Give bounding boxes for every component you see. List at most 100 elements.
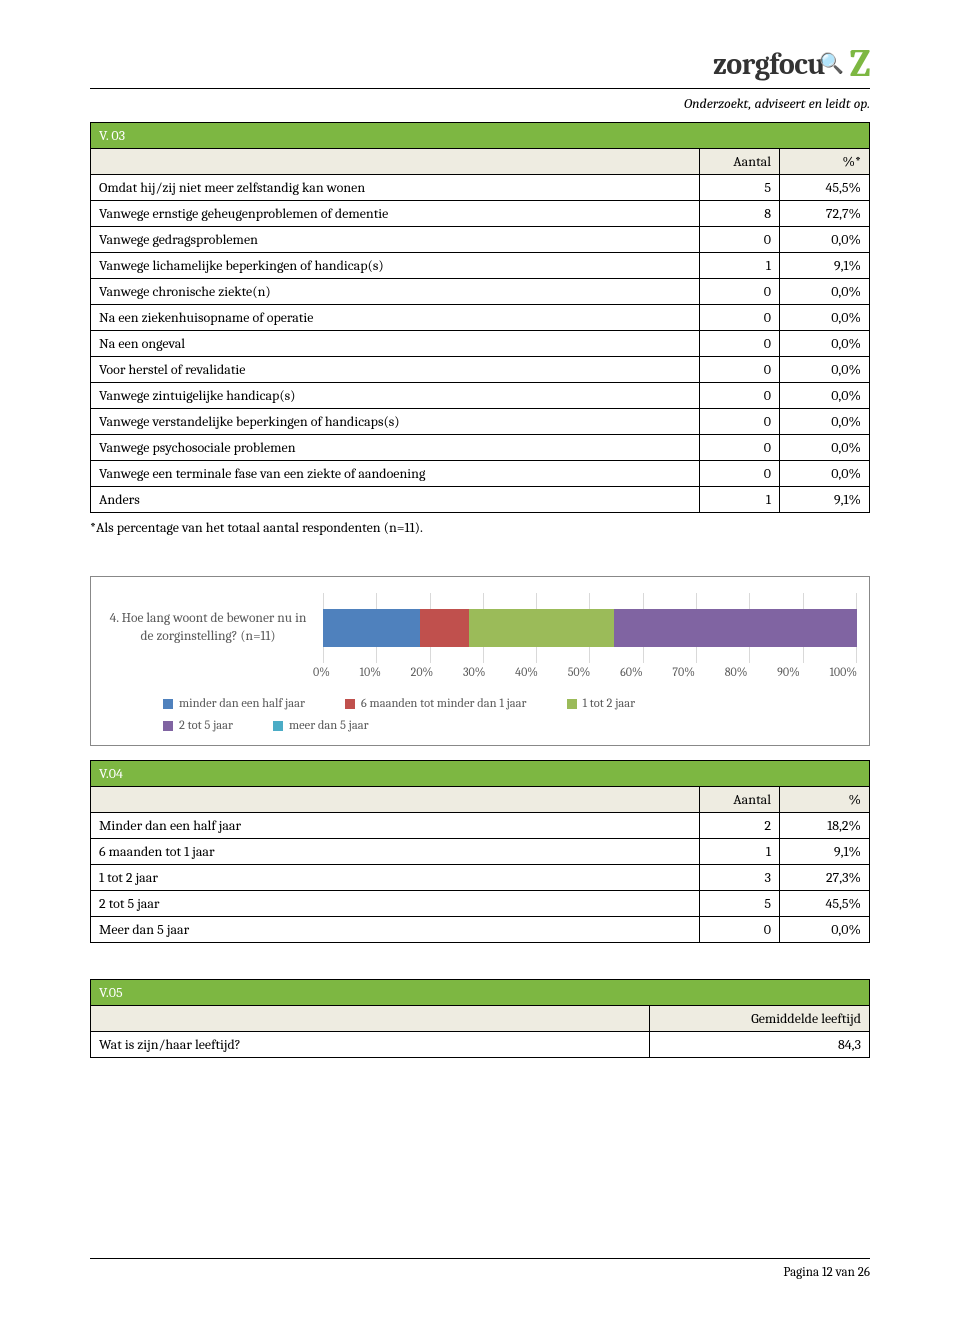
legend-item: 2 tot 5 jaar bbox=[163, 719, 233, 733]
table-row: Meer dan 5 jaar00,0% bbox=[91, 917, 870, 943]
row-aantal: 0 bbox=[700, 461, 780, 487]
row-aantal: 8 bbox=[700, 201, 780, 227]
legend-label: 6 maanden tot minder dan 1 jaar bbox=[361, 697, 527, 711]
row-label: Vanwege ernstige geheugenproblemen of de… bbox=[91, 201, 700, 227]
axis-tick: 90% bbox=[777, 665, 800, 679]
table-v03-col-pct: %* bbox=[780, 149, 870, 175]
axis-tick: 60% bbox=[620, 665, 643, 679]
chart-segment bbox=[469, 609, 615, 647]
table-row: Na een ziekenhuisopname of operatie00,0% bbox=[91, 305, 870, 331]
table-row: Anders19,1% bbox=[91, 487, 870, 513]
chart-segment bbox=[614, 609, 857, 647]
legend-item: minder dan een half jaar bbox=[163, 697, 305, 711]
row-aantal: 0 bbox=[700, 357, 780, 383]
row-label: 6 maanden tot 1 jaar bbox=[91, 839, 700, 865]
row-label: Vanwege zintuigelijke handicap(s) bbox=[91, 383, 700, 409]
chart-segment bbox=[420, 609, 469, 647]
axis-tick: 100% bbox=[830, 665, 857, 679]
row-pct: 18,2% bbox=[780, 813, 870, 839]
row-label: Anders bbox=[91, 487, 700, 513]
row-label: Vanwege gedragsproblemen bbox=[91, 227, 700, 253]
row-label: Vanwege een terminale fase van een ziekt… bbox=[91, 461, 700, 487]
row-aantal: 1 bbox=[700, 253, 780, 279]
chart-axis: 0%10%20%30%40%50%60%70%80%90%100% bbox=[313, 665, 857, 679]
table-v03-footnote: *Als percentage van het totaal aantal re… bbox=[90, 519, 870, 536]
row-label: Vanwege chronische ziekte(n) bbox=[91, 279, 700, 305]
row-label: Na een ongeval bbox=[91, 331, 700, 357]
row-aantal: 0 bbox=[700, 305, 780, 331]
row-label: Minder dan een half jaar bbox=[91, 813, 700, 839]
axis-tick: 40% bbox=[515, 665, 538, 679]
row-aantal: 5 bbox=[700, 175, 780, 201]
row-pct: 9,1% bbox=[780, 253, 870, 279]
table-row: 1 tot 2 jaar327,3% bbox=[91, 865, 870, 891]
row-label: Wat is zijn/haar leeftijd? bbox=[91, 1032, 650, 1058]
chart-plot bbox=[323, 593, 857, 663]
axis-tick: 80% bbox=[725, 665, 748, 679]
table-v03-col-empty bbox=[91, 149, 700, 175]
row-label: Meer dan 5 jaar bbox=[91, 917, 700, 943]
legend-item: 6 maanden tot minder dan 1 jaar bbox=[345, 697, 527, 711]
row-pct: 0,0% bbox=[780, 227, 870, 253]
page-footer: Pagina 12 van 26 bbox=[90, 1258, 870, 1280]
legend-label: minder dan een half jaar bbox=[179, 697, 305, 711]
row-label: Na een ziekenhuisopname of operatie bbox=[91, 305, 700, 331]
row-pct: 9,1% bbox=[780, 487, 870, 513]
legend-swatch bbox=[163, 699, 173, 709]
row-aantal: 2 bbox=[700, 813, 780, 839]
row-pct: 0,0% bbox=[780, 917, 870, 943]
row-aantal: 0 bbox=[700, 383, 780, 409]
row-aantal: 0 bbox=[700, 917, 780, 943]
row-aantal: 5 bbox=[700, 891, 780, 917]
table-row: Vanwege chronische ziekte(n)00,0% bbox=[91, 279, 870, 305]
legend-item: meer dan 5 jaar bbox=[273, 719, 369, 733]
table-v04-col-pct: % bbox=[780, 787, 870, 813]
row-aantal: 0 bbox=[700, 435, 780, 461]
table-row: Vanwege ernstige geheugenproblemen of de… bbox=[91, 201, 870, 227]
table-v03-col-aantal: Aantal bbox=[700, 149, 780, 175]
table-row: Vanwege verstandelijke beperkingen of ha… bbox=[91, 409, 870, 435]
row-label: Voor herstel of revalidatie bbox=[91, 357, 700, 383]
row-label: 1 tot 2 jaar bbox=[91, 865, 700, 891]
axis-tick: 50% bbox=[568, 665, 591, 679]
row-pct: 0,0% bbox=[780, 409, 870, 435]
chart-legend: minder dan een half jaar 6 maanden tot mi… bbox=[103, 697, 857, 733]
magnifier-icon: 🔍 bbox=[819, 52, 843, 75]
table-row: Voor herstel of revalidatie00,0% bbox=[91, 357, 870, 383]
table-v04-col-empty bbox=[91, 787, 700, 813]
brand-name-part1: zorgfocu bbox=[713, 47, 825, 82]
row-pct: 0,0% bbox=[780, 357, 870, 383]
table-row: Wat is zijn/haar leeftijd?84,3 bbox=[91, 1032, 870, 1058]
brand-logo: zorgfocu🔍Z bbox=[90, 40, 870, 84]
table-row: Vanwege een terminale fase van een ziekt… bbox=[91, 461, 870, 487]
row-aantal: 0 bbox=[700, 279, 780, 305]
table-row: Vanwege zintuigelijke handicap(s)00,0% bbox=[91, 383, 870, 409]
table-row: Omdat hij/zij niet meer zelfstandig kan … bbox=[91, 175, 870, 201]
legend-swatch bbox=[163, 721, 173, 731]
row-pct: 0,0% bbox=[780, 305, 870, 331]
table-row: Vanwege gedragsproblemen00,0% bbox=[91, 227, 870, 253]
row-pct: 0,0% bbox=[780, 331, 870, 357]
row-pct: 27,3% bbox=[780, 865, 870, 891]
chart-segment bbox=[323, 609, 420, 647]
row-label: Vanwege psychosociale problemen bbox=[91, 435, 700, 461]
row-aantal: 1 bbox=[700, 839, 780, 865]
axis-tick: 10% bbox=[360, 665, 381, 679]
chart-v04: 4. Hoe lang woont de bewoner nu in de zo… bbox=[90, 576, 870, 746]
axis-tick: 20% bbox=[411, 665, 434, 679]
table-v05-col-right: Gemiddelde leeftijd bbox=[650, 1006, 870, 1032]
legend-label: meer dan 5 jaar bbox=[289, 719, 369, 733]
row-pct: 0,0% bbox=[780, 435, 870, 461]
legend-label: 1 tot 2 jaar bbox=[583, 697, 636, 711]
row-aantal: 0 bbox=[700, 227, 780, 253]
row-label: Omdat hij/zij niet meer zelfstandig kan … bbox=[91, 175, 700, 201]
table-row: Na een ongeval00,0% bbox=[91, 331, 870, 357]
table-v03-title: V. 03 bbox=[91, 123, 870, 149]
table-row: Vanwege psychosociale problemen00,0% bbox=[91, 435, 870, 461]
legend-item: 1 tot 2 jaar bbox=[567, 697, 636, 711]
table-row: 6 maanden tot 1 jaar19,1% bbox=[91, 839, 870, 865]
row-label: Vanwege verstandelijke beperkingen of ha… bbox=[91, 409, 700, 435]
table-v03: V. 03 Aantal %* Omdat hij/zij niet meer … bbox=[90, 122, 870, 513]
row-pct: 0,0% bbox=[780, 279, 870, 305]
row-pct: 72,7% bbox=[780, 201, 870, 227]
